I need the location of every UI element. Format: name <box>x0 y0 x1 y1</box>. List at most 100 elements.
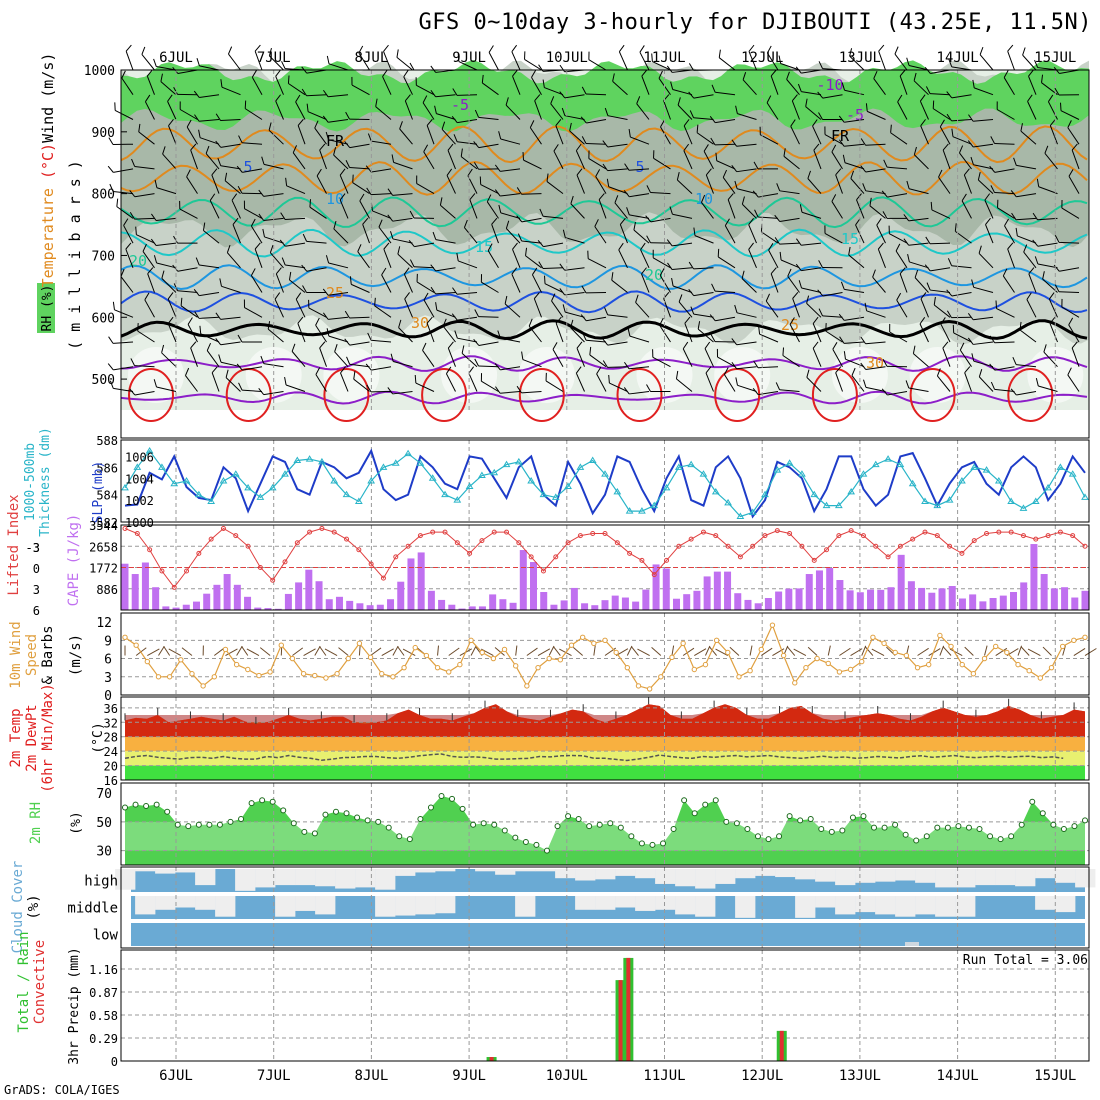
wind10m-marker <box>959 661 965 668</box>
wind-barb <box>199 325 220 343</box>
precip-tick: 0.87 <box>89 986 118 1000</box>
thickness-marker <box>687 460 696 468</box>
wind-barb-flag <box>936 368 941 377</box>
wind-barb <box>333 147 349 170</box>
wind-barb-shaft <box>435 239 456 244</box>
wind-barb-shaft <box>286 185 306 195</box>
wind10m-marker <box>133 642 139 648</box>
wind-barb <box>835 168 843 194</box>
rh-marker <box>248 800 255 807</box>
wind-barb <box>688 289 714 297</box>
rh-marker <box>132 801 139 808</box>
wind-barb <box>561 107 585 120</box>
wind-barb <box>735 377 757 392</box>
rh-band <box>125 821 1085 851</box>
wind-barb <box>1028 267 1037 293</box>
wind-barb <box>511 267 521 293</box>
wind-barb-shaft <box>1020 130 1037 145</box>
wind-barb-flag <box>529 120 535 128</box>
wind-barb <box>989 363 1015 371</box>
wind-barb <box>160 73 177 96</box>
wind-barb <box>250 268 263 293</box>
wind-barb-shaft <box>291 351 306 368</box>
cloud-cell-middle <box>935 896 956 917</box>
wind-barb <box>872 269 886 293</box>
wind-barb-shaft <box>723 374 736 392</box>
wind-barb-flag <box>147 267 154 275</box>
wind-barb-shaft <box>564 267 585 271</box>
wind-barb-flag <box>920 292 927 300</box>
wind-barb-shaft <box>887 166 908 170</box>
wind-barb-shaft <box>629 193 650 198</box>
wind-barb-flag <box>795 263 802 271</box>
wind-barb-flag <box>551 293 556 302</box>
cape-bar <box>713 571 721 610</box>
wind-barb <box>153 255 177 269</box>
isotherm-label: -10 <box>816 76 843 94</box>
wind-barb <box>704 341 714 367</box>
wind-barb-flag <box>284 376 287 386</box>
wind-barb-flag <box>346 356 351 365</box>
wind10m-marker <box>356 640 363 647</box>
wind-barb <box>968 114 994 122</box>
wind-barb <box>812 341 822 367</box>
wind10m-marker <box>245 666 251 673</box>
li-marker <box>516 540 522 546</box>
wind10m-marker <box>658 674 664 680</box>
wind-barb-shaft <box>1059 69 1080 74</box>
wind-barb <box>653 150 671 170</box>
thickness-marker <box>342 490 351 498</box>
wind-barb-flag <box>606 178 610 187</box>
wind-barb-shaft <box>306 267 327 272</box>
wind-barb <box>697 321 714 343</box>
cape-bar <box>346 600 354 610</box>
wind-barb-flag <box>533 292 540 299</box>
wind-barb <box>734 180 757 195</box>
wind-barb-shaft <box>890 132 908 145</box>
wind-barb-shaft <box>831 151 843 170</box>
slp-tick: 1006 <box>125 450 154 464</box>
wind-barb-shaft <box>1038 186 1058 195</box>
slp-label: SLP (mb) <box>91 461 106 524</box>
thickness-marker <box>748 508 757 515</box>
wind-barb-flag <box>387 188 393 196</box>
wind-barb-shaft <box>873 78 886 95</box>
li-marker <box>947 543 953 549</box>
wind-barb <box>990 381 1015 392</box>
wind-barb-flag <box>114 102 116 111</box>
li-marker <box>368 561 374 567</box>
wind-barb-flag <box>498 204 502 214</box>
wind-barb-shaft <box>512 75 521 95</box>
cloud-cell-high <box>1055 869 1076 883</box>
cape-bar <box>1050 588 1058 610</box>
wind-barb-flag <box>734 180 738 189</box>
wind-barb <box>512 69 521 95</box>
wind-barb <box>217 158 241 170</box>
thickness-marker <box>170 479 179 487</box>
wind-barb-shaft <box>1049 323 1058 343</box>
wind-barb-shaft <box>180 305 198 318</box>
wind-barb-flag <box>636 96 641 104</box>
wind-barb-flag <box>1034 59 1039 68</box>
wind10m-marker <box>825 660 831 667</box>
wind-barb <box>353 371 370 392</box>
wind-barb <box>989 335 1015 344</box>
wind-barb-flag <box>344 141 351 148</box>
wind-barb-flag <box>989 335 995 343</box>
wind-barb <box>173 87 198 96</box>
isotherm-label: 20 <box>129 252 147 270</box>
wind-barb-flag <box>589 346 592 355</box>
rh-marker <box>881 824 888 831</box>
wind-barb-shaft <box>136 234 155 244</box>
wind-barb-shaft <box>848 254 865 269</box>
li-marker <box>356 547 362 553</box>
cloud-cell-middle <box>515 896 536 917</box>
wind-barb-flag <box>301 88 307 97</box>
wind-barb-shaft <box>822 315 843 318</box>
li-marker <box>491 529 497 535</box>
wind-barb <box>381 267 392 293</box>
wind-barb-flag <box>494 164 501 172</box>
wind-barb-shaft <box>895 250 908 269</box>
wind-barb-flag <box>416 175 418 184</box>
li-tick: -3 <box>26 541 40 555</box>
